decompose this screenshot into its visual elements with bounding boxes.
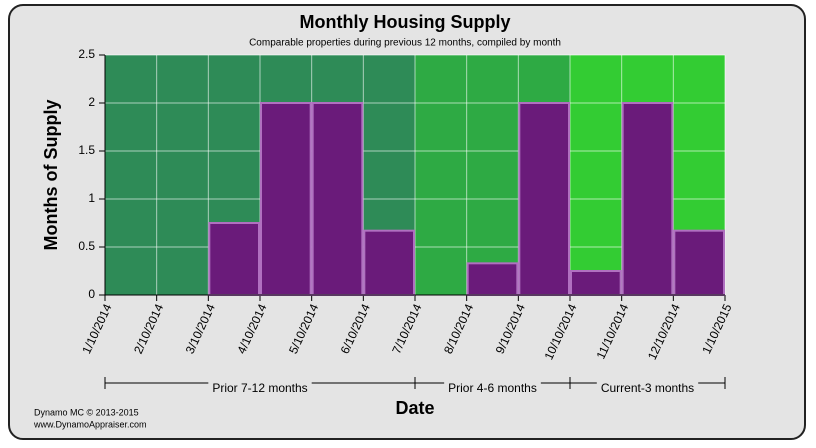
bar — [208, 222, 260, 296]
bar — [673, 229, 725, 296]
y-tick-label: 0.5 — [78, 239, 95, 253]
region-label: Prior 7-12 months — [212, 381, 307, 395]
y-axis-label: Months of Supply — [41, 100, 61, 251]
bar — [518, 102, 570, 296]
footer-line: Dynamo MC © 2013-2015 — [34, 407, 139, 417]
region-label: Prior 4-6 months — [448, 381, 537, 395]
y-tick-label: 2.5 — [78, 47, 95, 61]
x-axis-label: Date — [395, 398, 434, 418]
chart-title: Monthly Housing Supply — [300, 12, 511, 32]
bar — [621, 102, 674, 296]
bar — [570, 270, 622, 296]
y-tick-label: 0 — [88, 287, 95, 301]
y-tick-label: 1.5 — [78, 143, 95, 157]
y-tick-label: 2 — [88, 95, 95, 109]
y-tick-label: 1 — [88, 191, 95, 205]
bar — [363, 229, 416, 296]
bar — [260, 102, 312, 296]
chart-subtitle: Comparable properties during previous 12… — [249, 38, 561, 49]
bar — [466, 262, 519, 297]
footer-line: www.DynamoAppraiser.com — [33, 419, 147, 429]
region-label: Current-3 months — [601, 381, 694, 395]
bar — [311, 102, 364, 296]
